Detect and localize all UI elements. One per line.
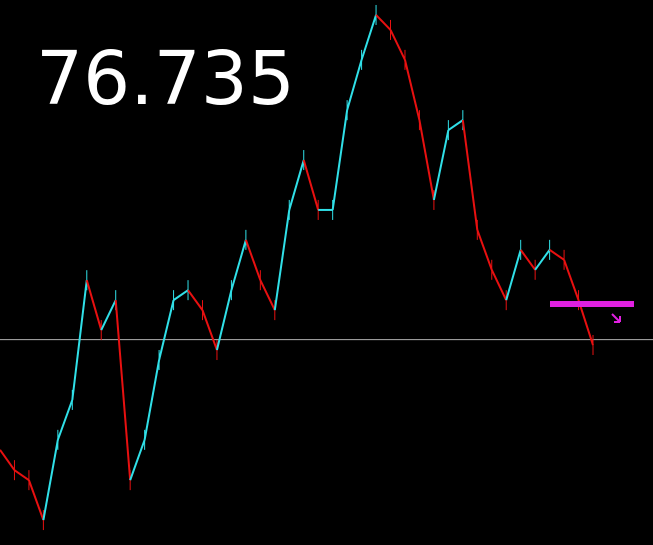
price-segment (187, 289, 204, 311)
price-segment (476, 229, 493, 271)
price-segment (432, 129, 450, 201)
price-segment (331, 110, 349, 211)
price-segment (563, 259, 580, 301)
price-segment (0, 449, 16, 471)
price-segment (129, 439, 146, 481)
plot (0, 4, 653, 531)
price-segment (375, 14, 392, 31)
price-segment (143, 359, 161, 441)
price-segment (100, 299, 117, 331)
price-segment (13, 469, 30, 481)
price-label: 76.735 (36, 36, 295, 122)
price-segment (288, 159, 305, 211)
price-segment (71, 280, 88, 401)
price-segment (519, 249, 536, 271)
price-segment (85, 279, 103, 331)
price-segment (346, 59, 363, 111)
arrow (611, 313, 621, 323)
price-segment (158, 299, 175, 361)
price-segment (360, 14, 378, 61)
price-segment (418, 119, 435, 201)
price-segment (534, 249, 551, 271)
price-segment (42, 439, 59, 521)
price-segment (505, 249, 522, 301)
price-segment (461, 119, 479, 231)
price-segment (273, 209, 291, 311)
price-segment (404, 59, 421, 121)
price-segment (490, 269, 508, 301)
price-segment (389, 29, 406, 61)
price-segment (201, 309, 218, 351)
price-segment (577, 299, 594, 346)
price-segment (230, 239, 247, 291)
price-segment (302, 159, 320, 211)
price-segment (114, 300, 132, 481)
price-segment (447, 119, 464, 131)
price-segment (56, 399, 74, 441)
price-segment (549, 249, 565, 261)
price-segment (215, 289, 233, 351)
price-segment (244, 239, 262, 281)
price-segment (172, 289, 189, 301)
price-segment (259, 279, 276, 311)
price-segment (27, 479, 45, 521)
